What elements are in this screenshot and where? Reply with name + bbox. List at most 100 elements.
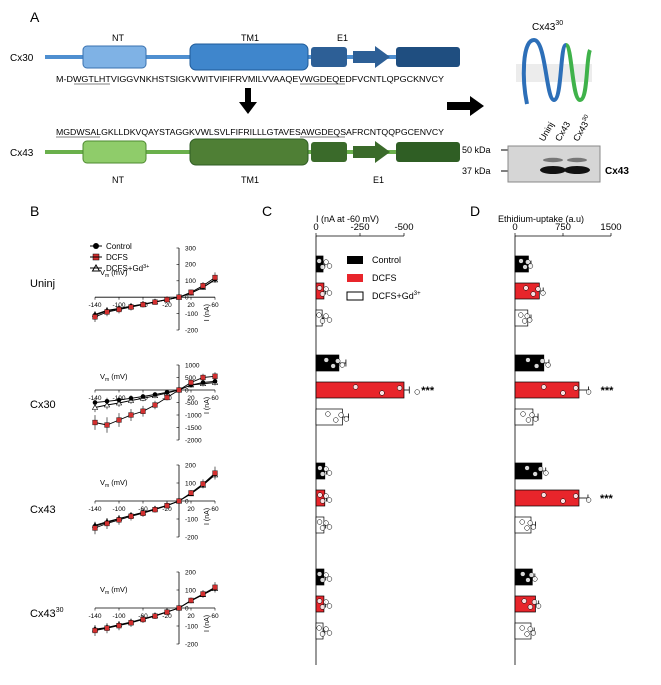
bar-data-point: [316, 519, 323, 525]
iv-x-axis-label-v: V: [100, 585, 105, 594]
iv-point-dcfs: [200, 374, 206, 381]
iv-x-tick-label: -20: [162, 506, 172, 513]
cx30-e1-arrow: [353, 46, 390, 68]
iv-x-axis-label-unit: (mV): [109, 478, 128, 487]
bar-1-2: [315, 408, 343, 426]
cx43-nt-domain: [82, 140, 147, 164]
bar-data-point: [525, 417, 532, 423]
bar-data-point: [323, 626, 329, 632]
iv-x-axis-label: Vm (mV): [100, 372, 128, 383]
nt-label-bottom: NT: [112, 175, 124, 185]
iv-point-dcfs: [92, 525, 98, 531]
iv-x-axis-label-unit: (mV): [109, 268, 128, 277]
iv-point-dcfs: [128, 304, 134, 310]
bar-data-point: [326, 603, 333, 609]
bar-data-point: [316, 598, 323, 604]
bar-data-point: [543, 470, 549, 476]
iv-x-tick-label: 20: [187, 395, 195, 402]
iv-point-control: [104, 398, 110, 404]
tm1-label-top: TM1: [241, 33, 259, 43]
bar-data-point: [326, 630, 333, 636]
iv-point-dcfs: [212, 274, 218, 281]
bar-axis-tick-label: 0: [313, 222, 318, 233]
blot-membrane: [507, 145, 601, 183]
bar-data-point: [323, 259, 329, 265]
iv-x-axis-label-sub: m: [105, 483, 109, 489]
iv-x-axis-label-v: V: [100, 478, 105, 487]
bar-data-point: [319, 604, 326, 610]
iv-y-tick-label: 200: [185, 569, 196, 576]
bar-data-point: [530, 630, 537, 636]
bar-data-point: [319, 264, 326, 270]
iv-y-tick-label: 500: [185, 375, 196, 382]
iv-point-dcfs: [176, 498, 182, 504]
bar-legend-dcfs: DCFS: [372, 273, 397, 283]
bar-data-point: [339, 362, 345, 368]
bar-axis-tick-label: -250: [350, 222, 369, 233]
bar-data-point: [540, 290, 546, 296]
iv-y-axis-label: I (nA): [204, 615, 211, 632]
tm1-label-bottom: TM1: [241, 175, 259, 185]
bar-data-point: [323, 466, 329, 472]
iv-x-tick-label: -20: [162, 302, 172, 309]
iv-point-dcfs: [104, 309, 110, 315]
bar-data-point: [530, 524, 537, 530]
bar-data-point: [352, 384, 359, 390]
bar-data-point: [527, 317, 533, 323]
bar-data-point: [326, 497, 333, 503]
band-cx43-upper: [543, 157, 563, 163]
iv-x-axis-label: Vm (mV): [100, 478, 128, 489]
bar-data-point: [323, 313, 329, 319]
bar-data-point: [539, 358, 546, 364]
iv-x-tick-label: 60: [211, 506, 219, 513]
bar-data-point: [521, 318, 528, 324]
iv-point-dcfs: [152, 299, 158, 305]
cx43-e2-block: [396, 142, 460, 162]
bar-data-point: [535, 603, 542, 609]
bar-data-point: [535, 286, 541, 292]
cx30-label: Cx30: [10, 53, 34, 64]
bar-data-point: [524, 525, 530, 531]
legend-gd-label: DCFS+Gd3+: [106, 264, 149, 273]
bar-legend-control-swatch: [347, 256, 363, 264]
bar-data-point: [585, 389, 592, 395]
bar-data-point: [518, 312, 524, 318]
iv-point-dcfs: [128, 513, 134, 519]
cx30-sequence: M-DWGTLHTVIGGVNKHSTSIGKVWITVIFIFRVMILVVA…: [56, 74, 444, 84]
iv-x-tick-label: -140: [88, 302, 101, 309]
bar-data-point: [326, 576, 333, 582]
bar-data-point: [325, 411, 331, 417]
bar-legend-gd: DCFS+Gd3+: [372, 291, 421, 301]
iv-x-axis-label-sub: m: [105, 377, 109, 383]
iv-y-tick-label: -200: [185, 534, 198, 541]
bar-data-point: [528, 572, 535, 578]
band-label: Cx43: [605, 166, 629, 177]
bar-data-point: [532, 416, 539, 422]
western-blot: Uninj Cx43 Cx4330 50 kDa 37 kDa Cx43: [462, 113, 629, 183]
iv-point-dcfs: [188, 490, 194, 496]
significance-marker: ***: [601, 385, 615, 397]
bar-1-0: [315, 354, 340, 372]
bar-data-point: [524, 631, 530, 637]
bar-data-point: [525, 259, 531, 265]
iv-point-control: [92, 400, 98, 405]
ethidium-bar-chart: 0 750 1500 *** ***: [512, 222, 622, 665]
iv-y-tick-label: 100: [185, 278, 196, 285]
iv-point-dcfs: [116, 306, 122, 313]
panel-b-label: B: [30, 203, 39, 219]
right-arrow-icon: [447, 96, 484, 116]
bar-data-point: [326, 263, 333, 269]
iv-point-dcfs: [200, 283, 206, 289]
bar-data-point: [532, 471, 538, 477]
iv-x-axis-label-unit: (mV): [109, 585, 128, 594]
bar-data-point: [323, 572, 329, 578]
bar-data-point: [343, 416, 350, 422]
bar-data-point: [537, 466, 544, 472]
iv-point-dcfs: [152, 402, 158, 408]
cx43-sequence: MGDWSALGKLLDKVQAYSTAGGKVWLSVLFIFRILLLGTA…: [56, 127, 444, 137]
bar-data-point: [317, 492, 323, 498]
bar-3-1: [514, 595, 536, 613]
